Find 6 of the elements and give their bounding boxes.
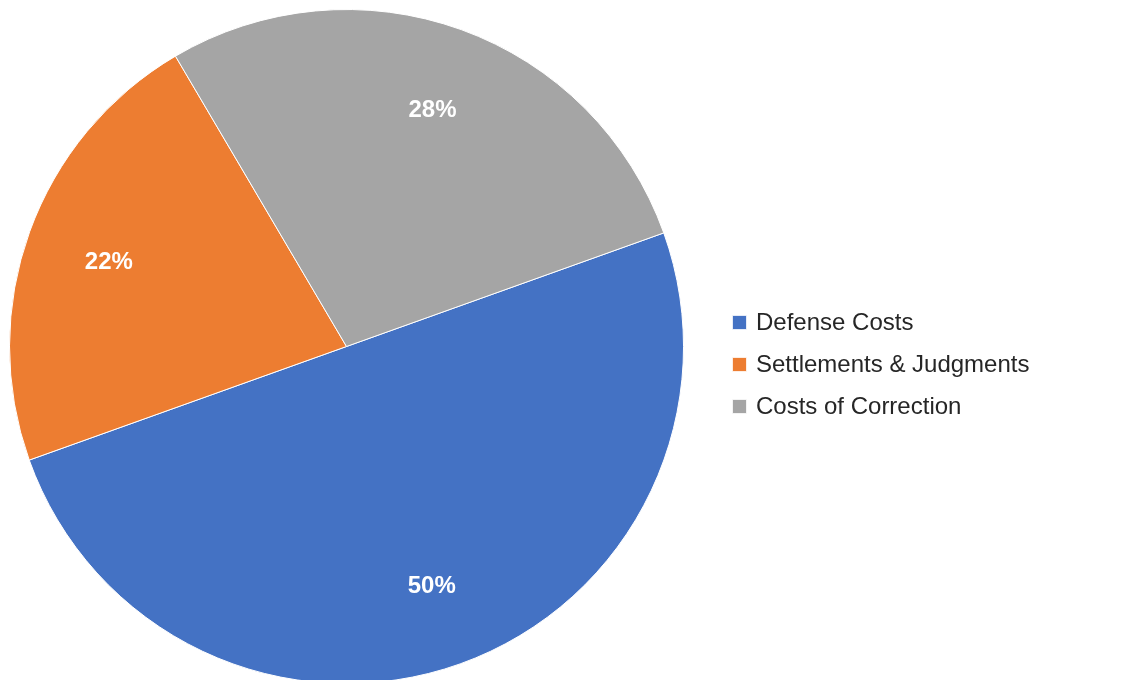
legend-label: Costs of Correction <box>756 392 962 420</box>
data-label: 22% <box>84 246 133 274</box>
data-label: 50% <box>407 570 456 598</box>
legend-label: Settlements & Judgments <box>756 350 1030 378</box>
legend-label: Defense Costs <box>756 308 914 336</box>
data-label: 28% <box>408 95 457 123</box>
